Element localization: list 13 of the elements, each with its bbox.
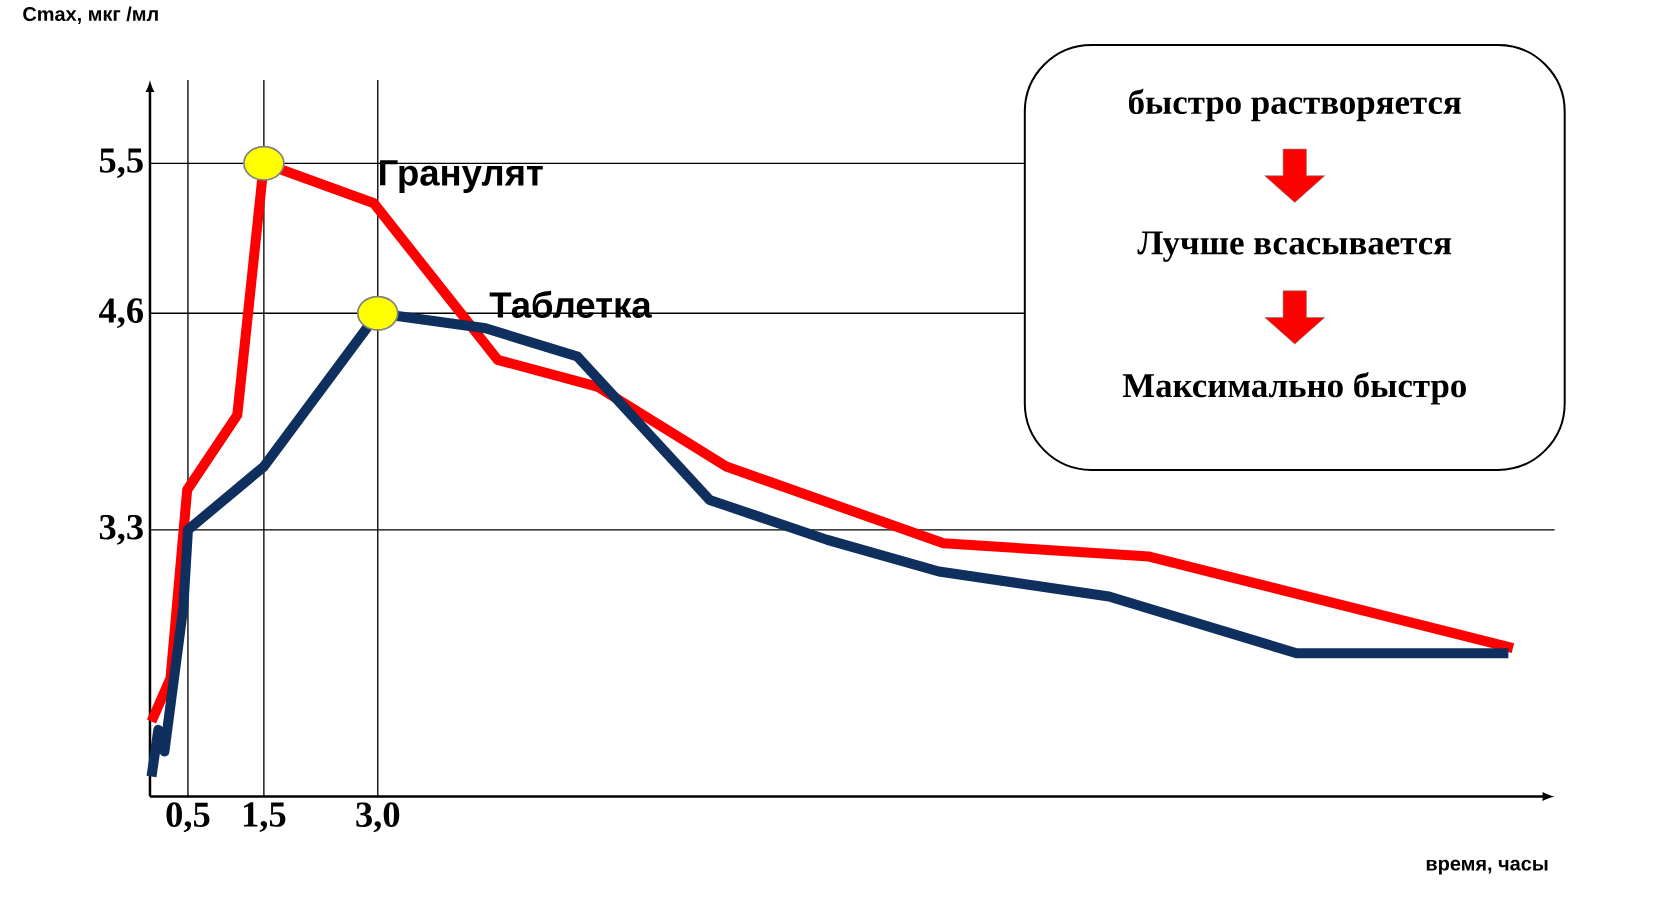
annotation: быстро растворяется bbox=[1128, 88, 1461, 121]
x-tick-label: 1,5 bbox=[243, 802, 286, 832]
y-axis-title: Cmax, мкг /мл bbox=[23, 6, 158, 24]
x-axis-title: время, часы bbox=[1426, 859, 1548, 875]
annotation: Максимально быстро bbox=[1122, 371, 1466, 405]
x-tick-label: 0,5 bbox=[166, 802, 210, 833]
series-label: Гранулят bbox=[380, 160, 543, 193]
series-label: Таблетка bbox=[489, 290, 652, 318]
annotation: Лучше всасывается bbox=[1137, 231, 1452, 262]
x-tick-label: 3,0 bbox=[356, 802, 400, 833]
y-tick-label: 3,3 bbox=[99, 514, 143, 545]
y-tick-label: 4,6 bbox=[98, 298, 144, 328]
y-tick-label: 5,5 bbox=[99, 148, 143, 178]
